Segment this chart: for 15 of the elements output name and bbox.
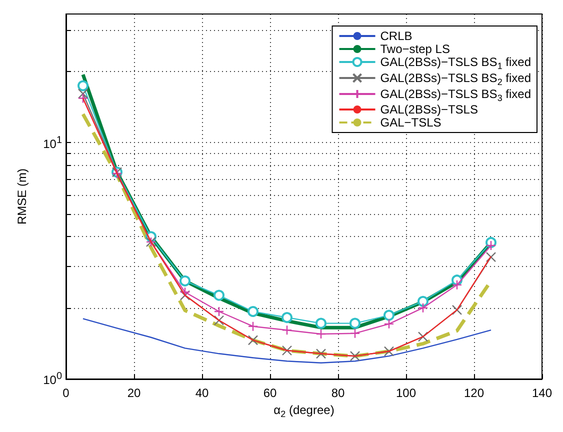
y-tick-label: 10$^{1}$: [42, 134, 62, 151]
y-axis-title: RMSE (m): [15, 168, 29, 224]
legend-label: GAL−TSLS: [380, 116, 442, 130]
x-tick-label: 40: [195, 386, 209, 400]
y-tick-label: 10$^{0}$: [42, 370, 62, 387]
x-tick-label: 0: [62, 386, 70, 400]
legend-label: GAL(2BSs)−TSLS: [380, 102, 478, 116]
x-tick-label: 60: [263, 386, 277, 400]
x-tick-label: 100: [396, 386, 416, 400]
legend-label: Two−step LS: [380, 42, 450, 56]
x-tick-label: 120: [464, 386, 484, 400]
x-tick-label: 80: [331, 386, 345, 400]
legend-label: CRLB: [380, 29, 412, 43]
x-tick-label: 140: [532, 386, 552, 400]
x-tick-label: 20: [127, 386, 141, 400]
